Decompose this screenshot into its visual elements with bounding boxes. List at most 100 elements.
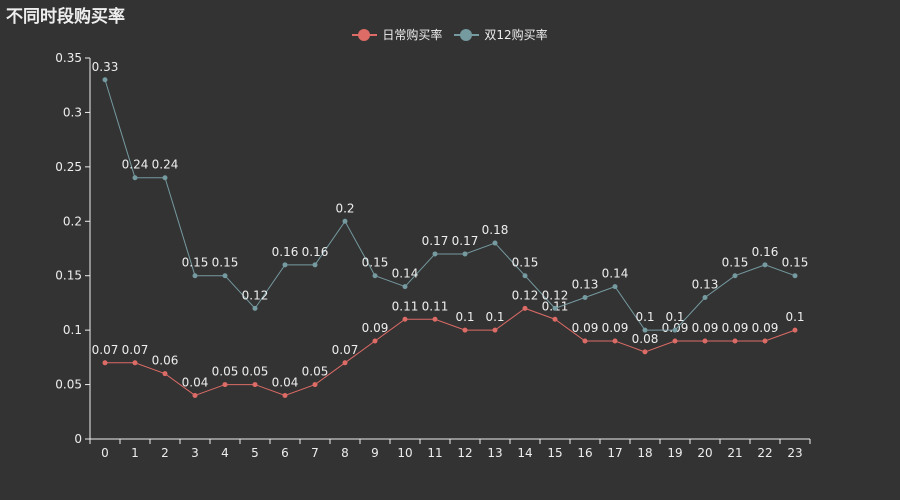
data-point [792, 273, 798, 279]
x-tick-label: 12 [457, 446, 472, 460]
data-point [192, 392, 198, 398]
data-point [492, 240, 498, 246]
data-label: 0.11 [422, 299, 449, 313]
data-label: 0.1 [665, 310, 684, 324]
legend-item-double12[interactable]: 双12购买率 [454, 26, 548, 43]
data-point [312, 262, 318, 268]
data-label: 0.15 [722, 256, 749, 270]
y-tick-label: 0.15 [55, 269, 82, 283]
data-label: 0.13 [692, 277, 719, 291]
legend-label-double12: 双12购买率 [484, 28, 548, 42]
legend-item-daily[interactable]: 日常购买率 [352, 26, 442, 43]
data-label: 0.09 [572, 321, 599, 335]
data-label: 0.17 [422, 234, 449, 248]
data-point [282, 262, 288, 268]
data-point [612, 284, 618, 290]
data-label: 0.09 [752, 321, 779, 335]
data-point [522, 273, 528, 279]
data-label: 0.14 [602, 267, 629, 281]
data-point [222, 382, 228, 388]
data-point [732, 273, 738, 279]
data-label: 0.09 [362, 321, 389, 335]
data-label: 0.13 [572, 277, 599, 291]
data-point [762, 262, 768, 268]
data-point [282, 392, 288, 398]
x-tick-label: 18 [637, 446, 652, 460]
x-tick-label: 3 [191, 446, 199, 460]
data-point [132, 360, 138, 366]
x-tick-label: 5 [251, 446, 259, 460]
data-label: 0.07 [122, 343, 149, 357]
x-tick-label: 16 [577, 446, 592, 460]
data-label: 0.05 [212, 365, 239, 379]
data-label: 0.24 [152, 158, 179, 172]
chart-legend: 日常购买率 双12购买率 [0, 26, 900, 43]
x-tick-label: 1 [131, 446, 139, 460]
data-label: 0.24 [122, 158, 149, 172]
data-point [672, 327, 678, 333]
data-point [702, 294, 708, 300]
data-label: 0.2 [335, 201, 354, 215]
data-point [432, 251, 438, 257]
data-label: 0.1 [635, 310, 654, 324]
x-tick-label: 22 [757, 446, 772, 460]
series-line-0 [105, 307, 796, 397]
data-label: 0.15 [362, 256, 389, 270]
series-line-1 [104, 79, 796, 331]
data-label: 0.1 [455, 310, 474, 324]
data-label: 0.05 [302, 365, 329, 379]
y-tick-label: 0.3 [63, 105, 82, 119]
data-label: 0.12 [512, 288, 539, 302]
data-point [402, 316, 408, 322]
data-point [162, 371, 168, 377]
data-label: 0.04 [272, 375, 299, 389]
x-tick-label: 17 [607, 446, 622, 460]
data-point [342, 360, 348, 366]
chart-title: 不同时段购买率 [6, 7, 125, 27]
data-point [312, 382, 318, 388]
legend-dot-double12 [460, 28, 473, 41]
data-point [132, 175, 138, 181]
y-tick-label: 0.1 [63, 323, 82, 337]
x-tick-label: 10 [397, 446, 412, 460]
x-tick-label: 19 [667, 446, 682, 460]
data-point [162, 175, 168, 181]
data-point [522, 305, 528, 311]
data-point [402, 284, 408, 290]
data-point [642, 349, 648, 355]
data-label: 0.33 [92, 60, 119, 74]
data-label: 0.05 [242, 365, 269, 379]
data-label: 0.04 [182, 375, 209, 389]
data-label: 0.07 [332, 343, 359, 357]
data-label: 0.14 [392, 267, 419, 281]
data-point [372, 338, 378, 344]
data-label: 0.15 [512, 256, 539, 270]
x-tick-label: 4 [221, 446, 229, 460]
y-tick-label: 0.35 [55, 51, 82, 65]
data-label: 0.12 [242, 288, 269, 302]
x-tick-label: 7 [311, 446, 319, 460]
legend-label-daily: 日常购买率 [382, 28, 443, 42]
data-point [672, 338, 678, 344]
data-point [462, 327, 468, 333]
data-point [372, 273, 378, 279]
data-point [612, 338, 618, 344]
data-point [432, 316, 438, 322]
y-tick-label: 0 [74, 432, 82, 446]
x-tick-label: 21 [727, 446, 742, 460]
data-point [762, 338, 768, 344]
data-point [552, 305, 558, 311]
x-tick-label: 8 [341, 446, 349, 460]
data-label: 0.15 [182, 256, 209, 270]
data-point [582, 294, 588, 300]
data-label: 0.1 [485, 310, 504, 324]
data-label: 0.18 [482, 223, 509, 237]
x-tick-label: 15 [547, 446, 562, 460]
data-point [192, 273, 198, 279]
data-label: 0.09 [722, 321, 749, 335]
data-label: 0.12 [542, 288, 569, 302]
data-label: 0.15 [782, 256, 809, 270]
data-label: 0.17 [452, 234, 479, 248]
